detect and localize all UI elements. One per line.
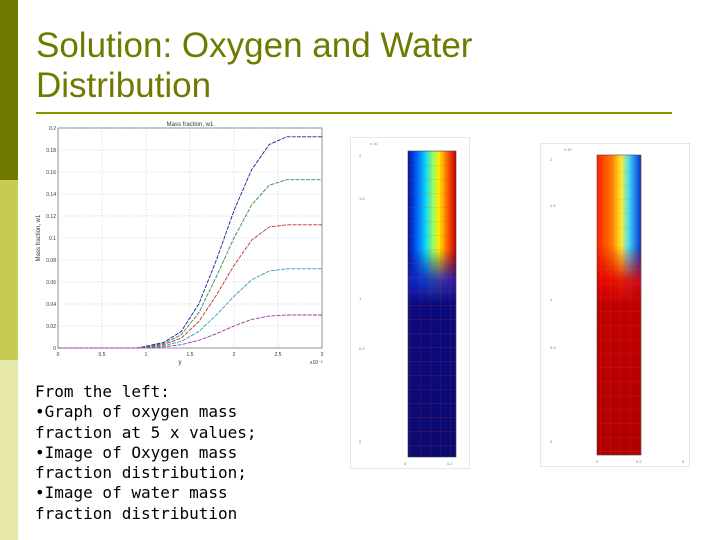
chart-x-tick-label: 0.5 [99,352,106,358]
svg-text:1.5: 1.5 [550,203,556,208]
svg-text:0: 0 [359,439,362,444]
chart-y-tick-label: 0.12 [46,214,56,220]
oxygen-mesh-overlay [408,151,456,457]
svg-text:0: 0 [404,461,407,466]
svg-text:0.2: 0.2 [636,459,642,464]
caption-line-7: fraction distribution [35,503,238,523]
chart-series-line-2 [58,179,322,349]
svg-text:0.5: 0.5 [550,345,556,350]
water-mesh-overlay [597,155,641,455]
caption-line-5: fraction distribution; [35,463,247,483]
chart-x-tick-label: 3 [321,352,324,358]
svg-text:2: 2 [550,157,553,162]
slide-title: Solution: Oxygen and Water Distribution [36,26,676,106]
chart-x-axis-multiplier: x10⁻³ [310,360,323,366]
svg-text:x 10: x 10 [564,147,572,152]
caption-line-2: •Graph of oxygen mass [35,402,238,422]
chart-y-tick-label: 0.02 [46,324,56,330]
chart-y-tick-label: 0.2 [49,126,56,132]
caption-line-6: •Image of water mass [35,483,228,503]
chart-x-tick-label: 2.5 [275,352,282,358]
chart-x-tick-label: 2 [233,352,236,358]
svg-text:0: 0 [682,459,685,464]
oxygen-distribution-svg: x 10 2 1.5 1 0.5 0 0 0.2 [349,136,471,470]
chart-y-tick-label: 0.06 [46,280,56,286]
chart-title: Mass fraction, w1 [167,122,214,128]
svg-text:0: 0 [596,459,599,464]
water-field-border [596,154,642,456]
chart-background [34,118,330,370]
oxygen-field-border [407,150,457,458]
oxygen-mass-fraction-image: x 10 2 1.5 1 0.5 0 0 0.2 [349,136,471,470]
svg-text:1.5: 1.5 [359,196,365,201]
chart-y-tick-label: 0.1 [49,236,56,242]
water-mass-fraction-image: x 10 2 1.5 1 0.5 0 0 0.2 0 [539,142,691,468]
svg-text:0.5: 0.5 [359,346,365,351]
chart-y-tick-label: 0 [53,346,56,352]
title-underline [36,112,672,114]
chart-y-tick-label: 0.18 [46,148,56,154]
chart-y-tick-label: 0.08 [46,258,56,264]
chart-y-tick-label: 0.16 [46,170,56,176]
slide-title-line-1: Solution: Oxygen and Water [36,26,473,65]
svg-text:x 10: x 10 [370,141,378,146]
oxygen-mass-fraction-chart: 0 0.5 1 1.5 2 2.5 3 0 0.02 0.04 0.06 0.08 0.1 0.12 0.1… [34,118,330,370]
svg-text:1: 1 [550,297,553,302]
side-accent-bar-bottom [0,360,18,540]
chart-y-tick-label: 0.14 [46,192,56,198]
svg-text:0: 0 [550,439,553,444]
caption-line-1: From the left: [35,382,170,401]
chart-series-line-1 [58,136,322,349]
chart-x-axis-label: y [179,360,182,366]
svg-text:2: 2 [359,153,362,158]
side-accent-bar-middle [0,180,18,360]
chart-series-line-4 [58,268,322,349]
chart-x-tick-label: 1 [145,352,148,358]
slide-caption: From the left: •Graph of oxygen mass fra… [35,382,335,524]
chart-x-tick-label: 0 [57,352,60,358]
caption-line-3: fraction at 5 x values; [35,422,257,442]
chart-series-line-3 [58,224,322,349]
chart-y-axis-label: Mass fraction, w1 [36,214,42,261]
water-distribution-svg: x 10 2 1.5 1 0.5 0 0 0.2 0 [539,142,691,468]
chart-y-tick-label: 0.04 [46,302,56,308]
chart-series-line-5 [58,314,322,349]
side-accent-bar-top [0,0,18,180]
svg-text:1: 1 [359,296,362,301]
slide-title-line-2: Distribution [36,66,212,105]
chart-x-tick-label: 1.5 [187,352,194,358]
svg-text:0.2: 0.2 [447,461,453,466]
chart-svg: 0 0.5 1 1.5 2 2.5 3 0 0.02 0.04 0.06 0.08 0.1 0.12 0.1… [34,118,330,370]
caption-line-4: •Image of Oxygen mass [35,442,238,462]
